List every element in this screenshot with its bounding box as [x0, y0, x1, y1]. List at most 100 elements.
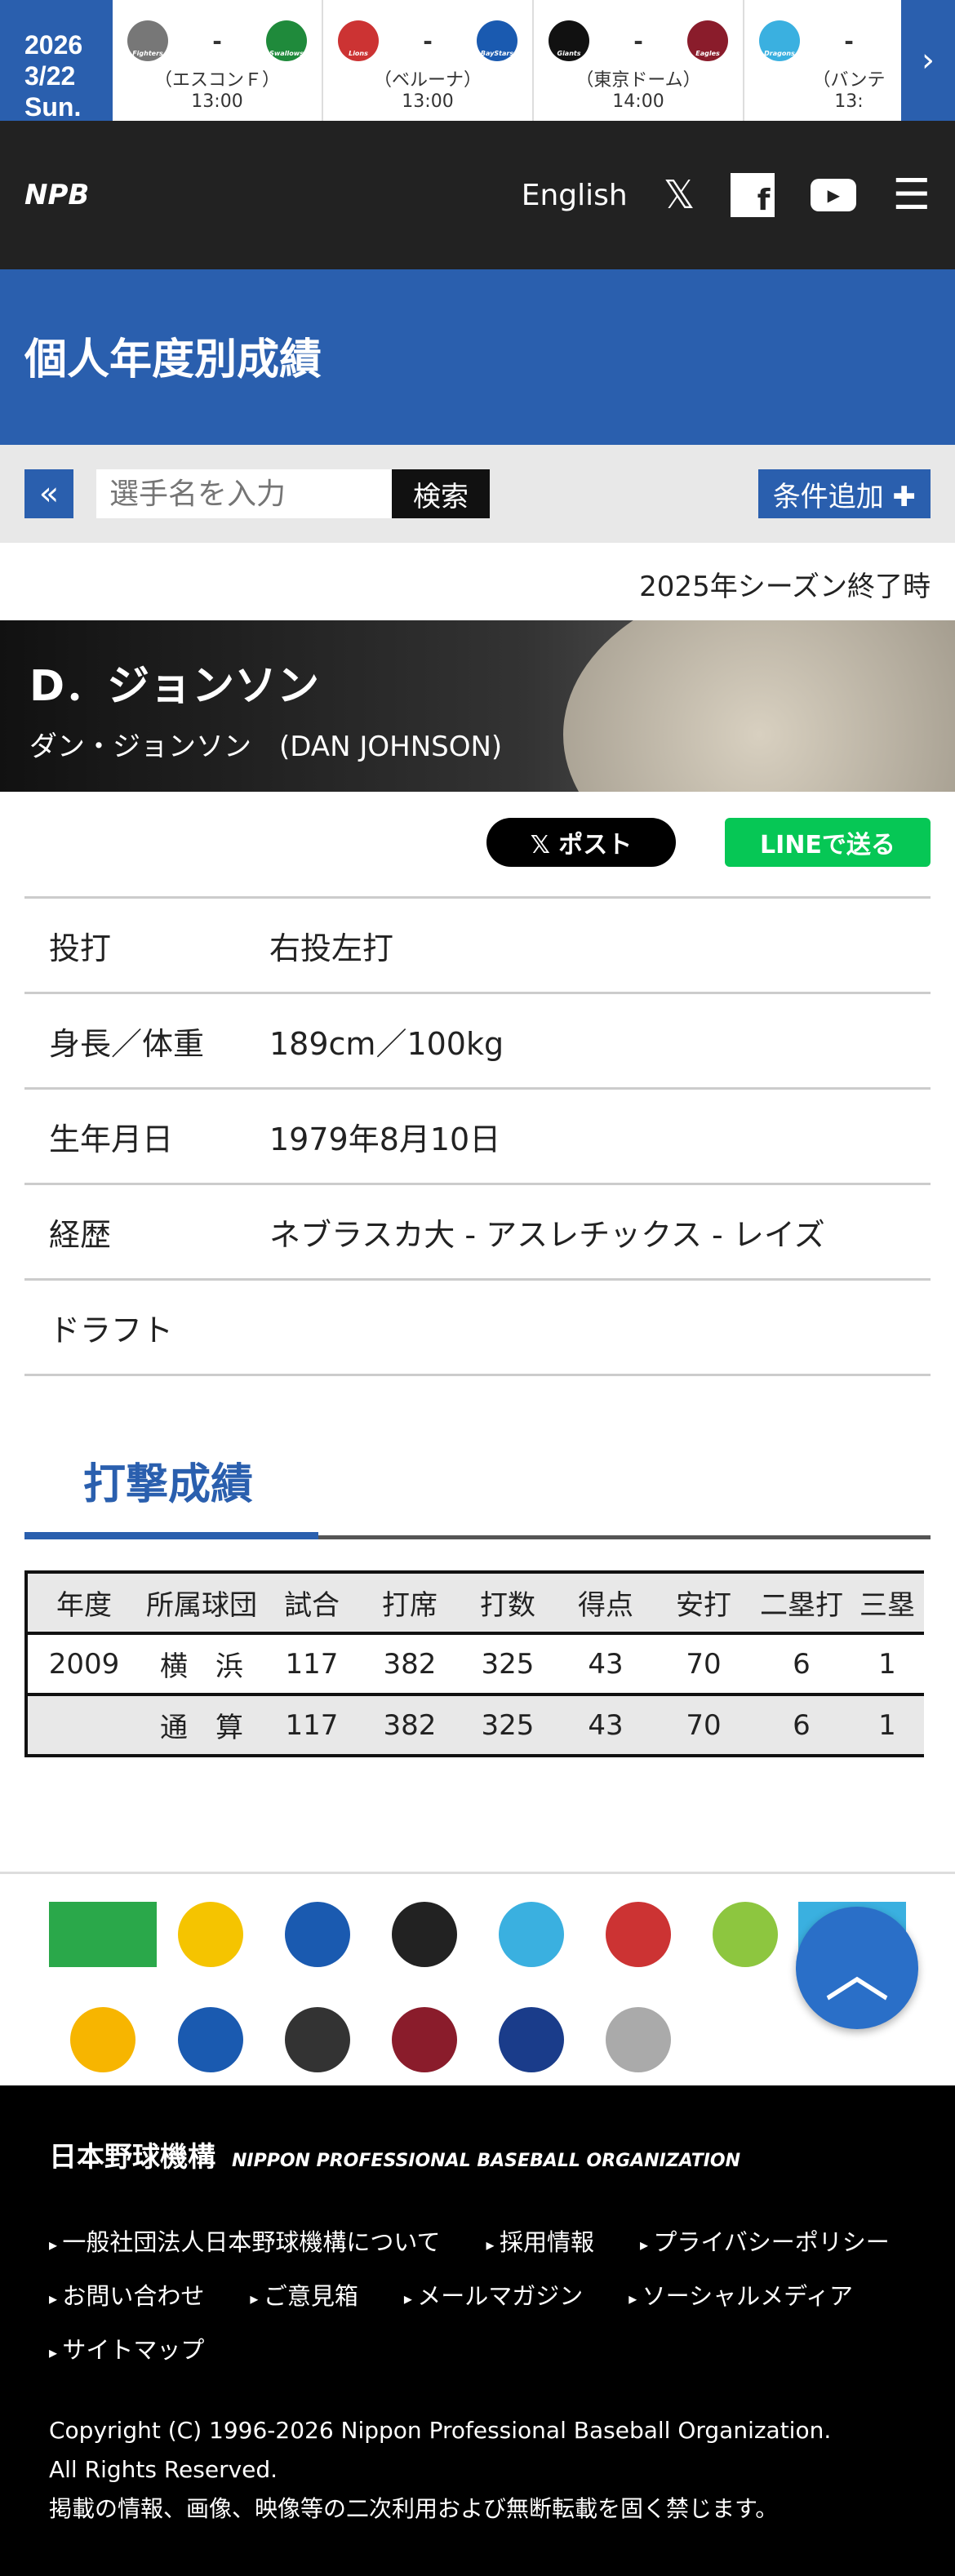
game-card[interactable]: Lions - BayStars （ベルーナ） 13:00 — [323, 0, 534, 121]
team-links: ︿ — [0, 1872, 955, 2100]
footer-link[interactable]: メールマガジン — [404, 2277, 583, 2312]
batting-section-heading: 打撃成績 — [24, 1433, 931, 1539]
site-header: NPB English 𝕏 f ▶ ☰ — [0, 121, 955, 269]
team-logo-link[interactable] — [712, 1902, 778, 1968]
english-link[interactable]: English — [521, 178, 628, 212]
search-button[interactable]: 検索 — [392, 469, 490, 518]
venue: （エスコンＦ） — [153, 70, 280, 91]
baseball-image — [563, 620, 955, 792]
game-time: 13:00 — [402, 91, 454, 112]
menu-icon[interactable]: ☰ — [892, 171, 931, 220]
game-scoreboard: 2026 3/22 Sun. Fighters - Swallows （エスコンＦ） 13… — [0, 0, 955, 122]
add-condition-button[interactable]: 条件追加 ✚ — [757, 469, 931, 518]
column-header: 安打 — [655, 1570, 753, 1633]
column-header: 年度 — [26, 1570, 140, 1633]
game-time: 13:00 — [191, 91, 243, 112]
team-logo-link[interactable] — [498, 2006, 564, 2072]
team-logo-link[interactable] — [391, 1902, 457, 1968]
table-cell: 382 — [361, 1632, 459, 1694]
day: 3/22 Sun. — [24, 61, 82, 122]
column-header: 所属球団 — [140, 1570, 263, 1633]
team-logo-link[interactable] — [177, 2006, 243, 2072]
youtube-icon[interactable]: ▶ — [811, 179, 857, 211]
team-logo-link[interactable] — [498, 1902, 564, 1968]
footer: 日本野球機構 NIPPON PROFESSIONAL BASEBALL ORGAN… — [0, 2085, 955, 2576]
footer-link[interactable]: 一般社団法人日本野球機構について — [49, 2223, 440, 2258]
away-team-name: Eagles — [695, 50, 720, 57]
notice: 掲載の情報、画像、映像等の二次利用および無断転載を固く禁じます。 — [49, 2495, 779, 2522]
profile-value: 右投左打 — [269, 930, 394, 966]
next-arrow-button[interactable]: › — [901, 0, 955, 121]
home-team-logo: Lions — [338, 20, 379, 61]
table-cell: 117 — [263, 1693, 361, 1756]
season-status: 2025年シーズン終了時 — [639, 571, 931, 603]
profile-value: 189cm／100kg — [269, 1025, 504, 1062]
column-header: 打席 — [361, 1570, 459, 1633]
table-cell: 2009 — [26, 1632, 140, 1694]
year: 2026 — [24, 30, 83, 60]
section-title: 打撃成績 — [83, 1460, 254, 1509]
footer-link[interactable]: プライバシーポリシー — [640, 2223, 889, 2258]
footer-logo: 日本野球機構 NIPPON PROFESSIONAL BASEBALL ORGAN… — [49, 2134, 906, 2174]
column-header: 試合 — [263, 1570, 361, 1633]
score-dash: - — [212, 27, 222, 55]
team-logo-link[interactable] — [49, 1902, 157, 1968]
logo-text: NPB — [24, 179, 90, 211]
team-logo-link[interactable] — [284, 1902, 350, 1968]
back-button[interactable]: « — [24, 469, 73, 518]
share-buttons: 𝕏 ポスト LINEで送る — [0, 792, 955, 896]
column-header: 得点 — [557, 1570, 655, 1633]
team-logo-link[interactable] — [284, 2006, 350, 2072]
score-dash: - — [633, 27, 643, 55]
profile-row: 投打 右投左打 — [24, 899, 931, 994]
table-cell: 1 — [851, 1632, 924, 1694]
game-time: 13: — [834, 91, 864, 112]
table-cell: 通 算 — [140, 1693, 263, 1756]
home-team-name: Lions — [349, 50, 368, 57]
table-cell: 6 — [753, 1632, 851, 1694]
column-header: 打数 — [459, 1570, 557, 1633]
table-row: 2009 横 浜 117 382 325 43 70 6 1 — [26, 1632, 924, 1694]
scroll-to-top-button[interactable]: ︿ — [796, 1907, 918, 2029]
away-team-name: Swallows — [269, 50, 304, 57]
footer-link[interactable]: ご意見箱 — [250, 2277, 358, 2312]
footer-logo-text: 日本野球機構 — [49, 2141, 215, 2174]
table-cell: 325 — [459, 1693, 557, 1756]
home-team-name: Giants — [557, 50, 581, 57]
line-share-button[interactable]: LINEで送る — [725, 818, 931, 867]
team-logo-link[interactable] — [177, 1902, 243, 1968]
search-bar: « 検索 条件追加 ✚ — [0, 445, 955, 543]
score-dash: - — [844, 27, 854, 55]
x-icon[interactable]: 𝕏 — [663, 172, 695, 218]
game-time: 14:00 — [612, 91, 664, 112]
page-title: 個人年度別成績 — [0, 269, 955, 445]
profile-row: 経歴 ネブラスカ大 - アスレチックス - レイズ — [24, 1185, 931, 1281]
table-cell: 382 — [361, 1693, 459, 1756]
table-row: 通 算 117 382 325 43 70 6 1 — [26, 1693, 924, 1756]
away-team-logo: BayStars — [477, 20, 517, 61]
table-cell: 43 — [557, 1632, 655, 1694]
x-post-button[interactable]: 𝕏 ポスト — [486, 818, 676, 867]
table-cell: 117 — [263, 1632, 361, 1694]
footer-link[interactable]: サイトマップ — [49, 2331, 204, 2365]
facebook-icon[interactable]: f — [731, 173, 775, 217]
score-dash: - — [423, 27, 433, 55]
away-team-name: BayStars — [480, 50, 514, 57]
profile-value: 1979年8月10日 — [269, 1121, 501, 1157]
team-logo-link[interactable] — [391, 2006, 457, 2072]
profile-row: 生年月日 1979年8月10日 — [24, 1090, 931, 1185]
profile-row: ドラフト — [24, 1281, 931, 1376]
table-cell: 43 — [557, 1693, 655, 1756]
footer-link[interactable]: ソーシャルメディア — [629, 2277, 853, 2312]
team-logo-link[interactable] — [605, 2006, 671, 2072]
player-name-input[interactable] — [96, 469, 392, 518]
team-logo-link[interactable] — [605, 1902, 671, 1968]
game-card[interactable]: Giants - Eagles （東京ドーム） 14:00 — [534, 0, 744, 121]
team-logo-link[interactable] — [70, 2006, 135, 2072]
game-date: 2026 3/22 Sun. — [0, 0, 113, 122]
footer-link[interactable]: お問い合わせ — [49, 2277, 204, 2312]
footer-link[interactable]: 採用情報 — [486, 2223, 594, 2258]
game-card[interactable]: Fighters - Swallows （エスコンＦ） 13:00 — [113, 0, 323, 121]
npb-logo[interactable]: NPB — [24, 150, 98, 240]
column-header: 三塁 — [851, 1570, 924, 1633]
